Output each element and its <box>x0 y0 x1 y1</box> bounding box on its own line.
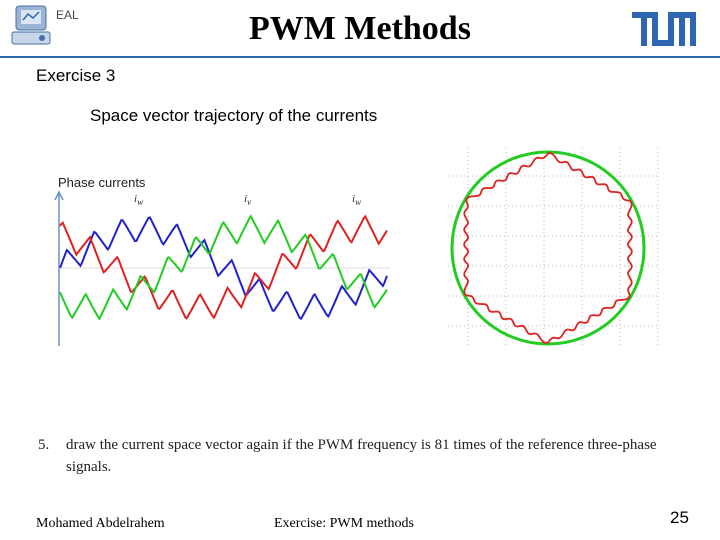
eal-logo <box>10 4 56 48</box>
phase-plot-y-arrow <box>54 190 64 201</box>
section-subtitle: Space vector trajectory of the currents <box>90 106 378 125</box>
footer-course: Exercise: PWM methods <box>274 516 414 531</box>
phase-currents-label: Phase currents <box>58 175 146 190</box>
space-vector-trajectory-plot <box>448 148 659 348</box>
phase-currents-plot <box>54 190 390 346</box>
tum-logo-icon <box>632 12 696 46</box>
tum-logo <box>632 12 696 46</box>
phase-current-2 <box>59 214 388 320</box>
task-number: 5. <box>38 437 50 453</box>
page-title: PWM Methods <box>249 10 471 47</box>
current-trajectory <box>463 152 633 344</box>
current-label-3: iw <box>352 193 362 208</box>
exercise-heading: Exercise 3 <box>36 66 116 85</box>
header-rule <box>0 56 720 58</box>
eal-logo-icon <box>11 5 51 45</box>
reference-circle <box>450 150 646 346</box>
eal-logo-text: EAL <box>56 8 79 22</box>
current-label-1: iw <box>134 193 144 208</box>
current-label-2: iv <box>244 193 252 208</box>
page-number: 25 <box>670 508 689 527</box>
footer-author: Mohamed Abdelrahem <box>36 516 165 531</box>
phase-current-3 <box>59 214 388 321</box>
phase-current-1 <box>59 216 388 321</box>
task-text: draw the current space vector again if t… <box>66 437 657 475</box>
